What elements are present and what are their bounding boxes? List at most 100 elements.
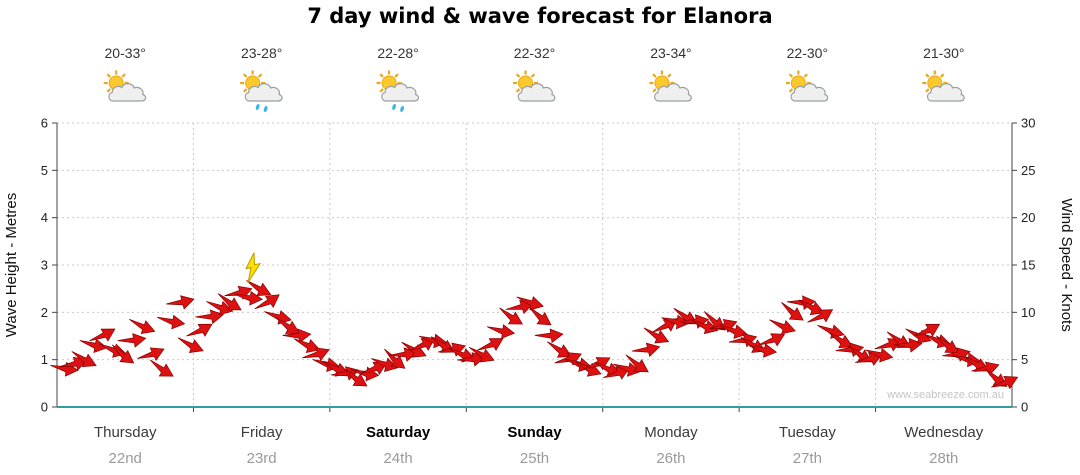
wind-arrow <box>177 337 204 353</box>
wind-arrow <box>111 344 135 364</box>
wind-speed-tick-label: 10 <box>1021 305 1035 320</box>
wind-arrow <box>234 290 263 306</box>
sun-ray <box>394 73 399 78</box>
wind-arrow <box>166 295 195 310</box>
date-label: 28th <box>929 450 958 467</box>
weather-icon-partly-cloudy <box>103 70 147 102</box>
sun-ray <box>515 88 521 93</box>
wind-arrow <box>865 347 894 363</box>
sun-ray <box>515 73 521 78</box>
wind-arrow <box>254 294 280 310</box>
date-label: 27th <box>793 450 822 467</box>
wind-arrow <box>528 306 552 326</box>
temperature-range: 20-33° <box>105 45 146 61</box>
wind-speed-tick-label: 5 <box>1021 352 1028 367</box>
storm-icon <box>245 252 262 283</box>
wave-height-tick-label: 4 <box>41 210 48 225</box>
date-label: 22nd <box>109 450 142 467</box>
cloud-icon <box>517 83 556 102</box>
weather-icon-partly-cloudy <box>922 70 965 102</box>
date-label: 26th <box>656 450 685 467</box>
wind-arrow <box>302 347 330 362</box>
cloud-icon <box>244 83 283 102</box>
wind-arrow <box>758 333 786 347</box>
wave-height-tick-label: 0 <box>41 400 48 415</box>
weather-icon-showers <box>240 70 283 113</box>
day-label: Monday <box>644 424 698 441</box>
wind-arrow <box>534 328 564 344</box>
wind-arrow <box>71 351 97 368</box>
wind-arrow <box>643 327 670 344</box>
sun-ray <box>925 73 930 78</box>
sun-ray <box>788 88 794 93</box>
wind-arrow <box>217 293 242 311</box>
day-label: Sunday <box>507 424 562 441</box>
sun-ray <box>379 88 384 93</box>
sun-ray <box>667 73 672 78</box>
weather-icon-partly-cloudy <box>649 70 692 102</box>
wave-height-tick-label: 2 <box>41 305 48 320</box>
right-axis-title: Wind Speed - Knots <box>1058 198 1075 331</box>
sun-ray <box>379 73 384 78</box>
wind-arrow <box>486 324 516 339</box>
sun-ray <box>243 73 248 78</box>
sun-ray <box>106 73 111 78</box>
wind-arrow <box>991 375 1019 390</box>
raindrop-icon <box>263 105 268 113</box>
wave-height-tick-label: 5 <box>41 163 48 178</box>
sun-ray <box>530 73 536 78</box>
wave-height-tick-label: 3 <box>41 258 48 273</box>
day-label: Wednesday <box>904 424 983 441</box>
wind-arrow <box>691 319 719 335</box>
cloud-icon <box>926 83 965 102</box>
sun-ray <box>243 88 248 93</box>
cloud-icon <box>108 83 147 102</box>
sun-ray <box>940 73 945 78</box>
wind-arrow <box>282 328 312 344</box>
sun-ray <box>803 73 808 78</box>
wind-arrow <box>344 368 368 387</box>
wind-arrow <box>89 328 116 342</box>
weather-icon-partly-cloudy <box>513 70 556 102</box>
wind-arrow <box>206 300 234 316</box>
wind-arrow <box>246 280 272 297</box>
wave-height-tick-label: 6 <box>41 116 48 131</box>
date-label: 23rd <box>247 450 277 467</box>
day-label: Tuesday <box>779 424 836 441</box>
wind-arrow <box>625 354 649 373</box>
sun-ray <box>106 88 111 93</box>
wind-arrow <box>186 323 213 337</box>
wind-arrow <box>149 359 174 377</box>
wind-arrow <box>137 347 165 361</box>
sun-ray <box>257 73 263 78</box>
wind-arrow <box>720 324 748 339</box>
temperature-range: 21-30° <box>923 45 964 61</box>
temperature-range: 22-32° <box>514 45 555 61</box>
raindrop-icon <box>400 105 404 113</box>
wind-arrow <box>157 314 186 330</box>
wind-arrow <box>893 337 923 353</box>
date-label: 24th <box>383 450 412 467</box>
wind-arrow <box>370 357 399 372</box>
wind-arrow <box>384 348 406 369</box>
wind-arrow <box>748 343 778 358</box>
weather-icon-partly-cloudy <box>785 70 829 102</box>
wind-arrow <box>516 296 544 311</box>
wind-arrow <box>117 333 147 348</box>
wind-arrow <box>913 323 941 337</box>
day-label: Friday <box>241 424 283 441</box>
raindrop-icon <box>255 103 260 111</box>
cloud-icon <box>381 83 419 102</box>
wind-arrow <box>129 318 156 335</box>
wind-arrow <box>468 346 495 363</box>
wind-speed-tick-label: 15 <box>1021 258 1035 273</box>
page-title: 7 day wind & wave forecast for Elanora <box>307 4 773 28</box>
wind-arrow <box>781 302 804 321</box>
sun-ray <box>925 88 930 93</box>
watermark: www.seabreeze.com.au <box>886 389 1004 401</box>
temperature-range: 22-28° <box>377 45 418 61</box>
weather-icon-showers <box>376 70 419 113</box>
day-label: Thursday <box>94 424 157 441</box>
raindrop-icon <box>392 103 396 111</box>
